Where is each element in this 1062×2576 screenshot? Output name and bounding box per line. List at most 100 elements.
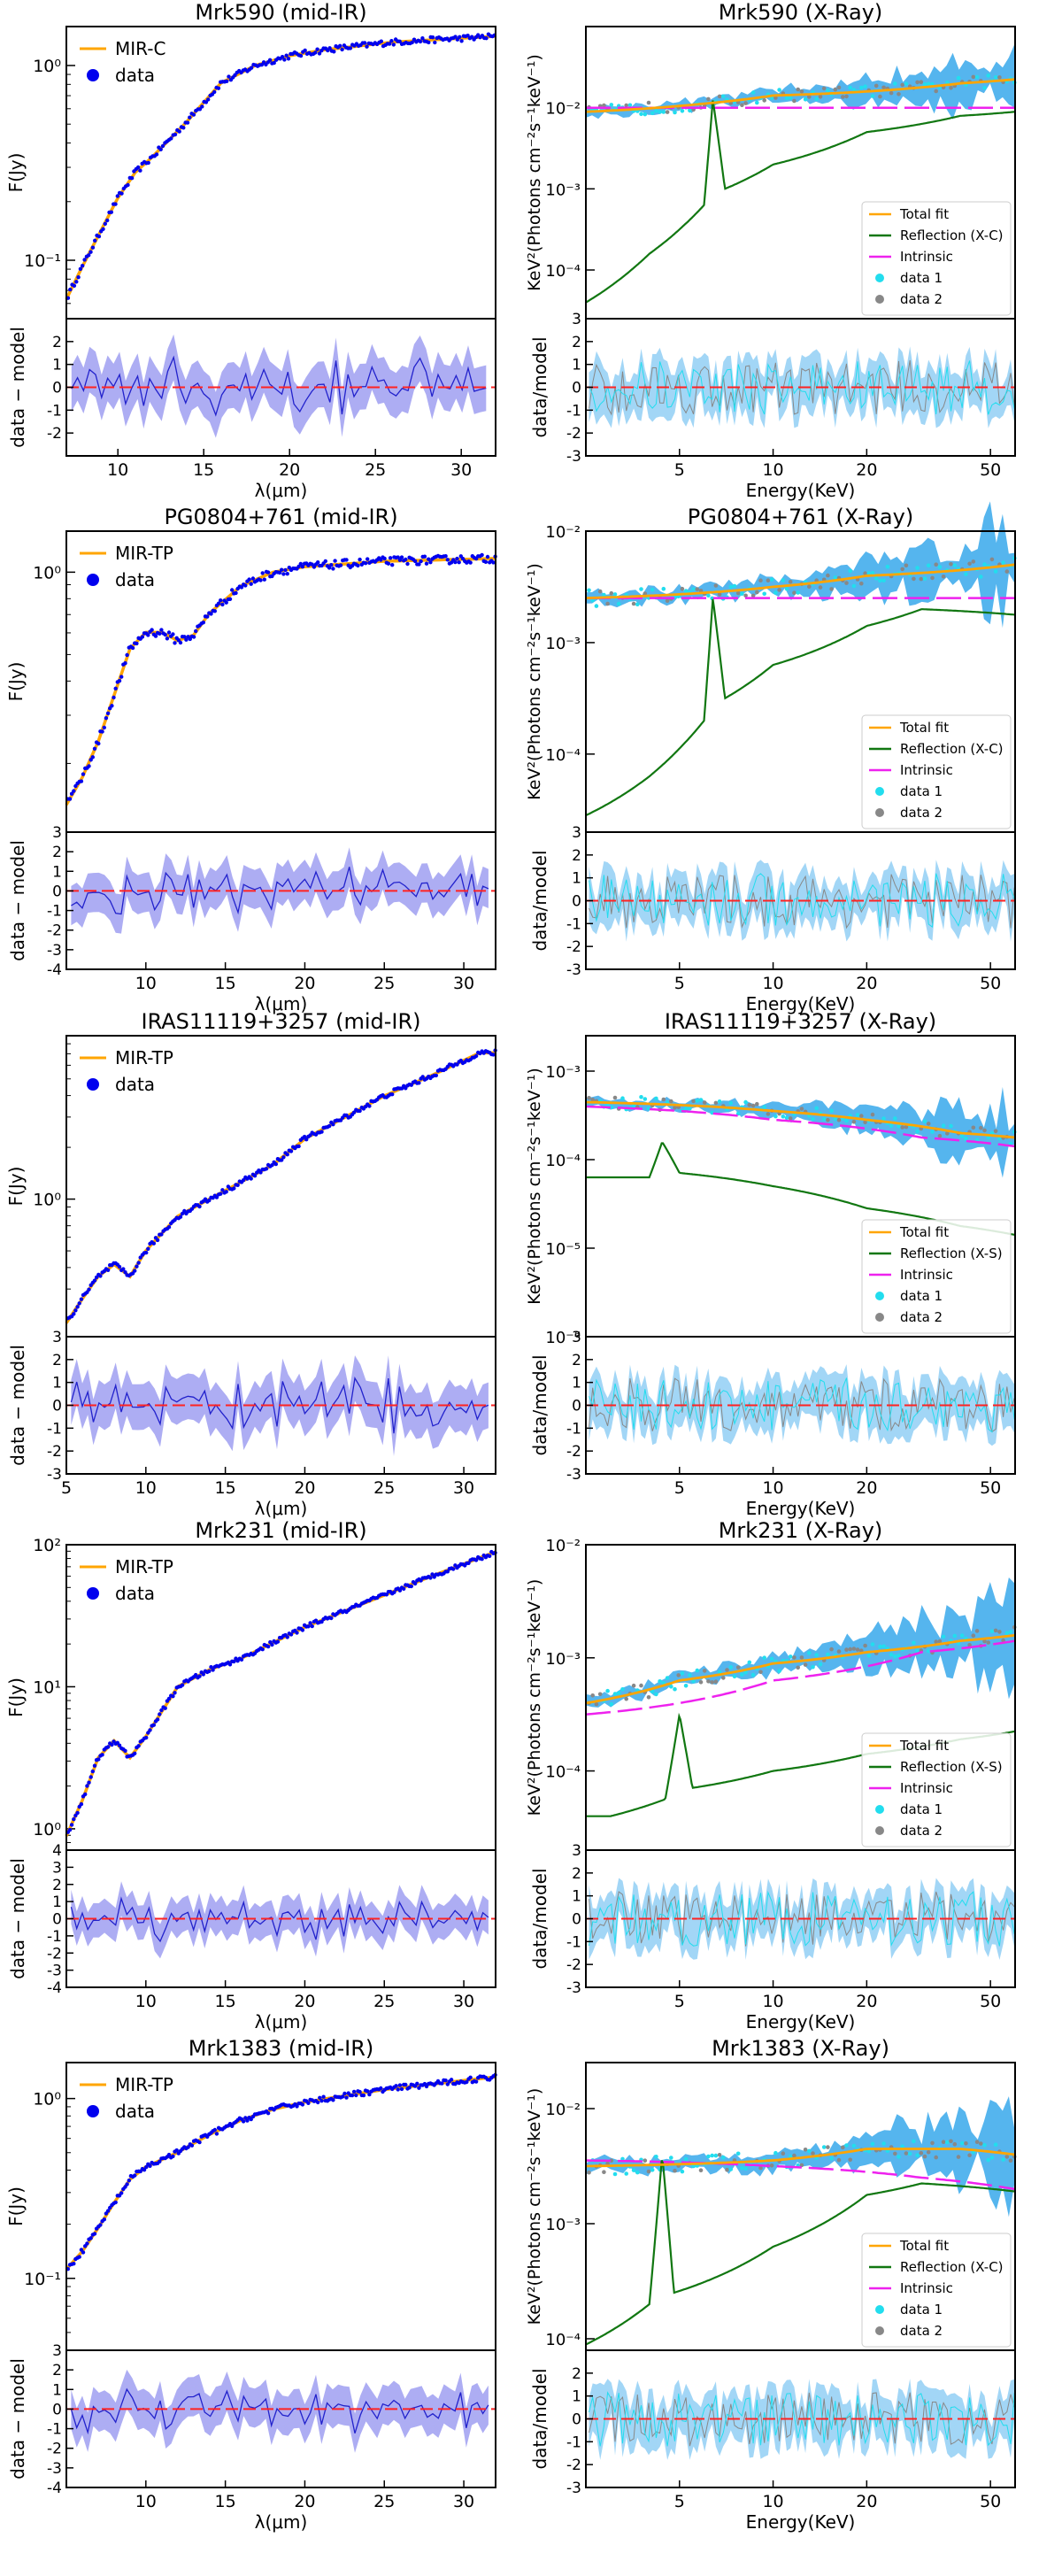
data-point <box>68 287 73 292</box>
data-point <box>327 1123 332 1129</box>
res-y-tick-label: -2 <box>47 2441 62 2458</box>
data-1-point <box>814 96 819 101</box>
data-point <box>455 556 459 561</box>
data-point <box>363 561 368 566</box>
data-1-point <box>728 1665 734 1670</box>
data-2-point <box>897 92 901 96</box>
data-point <box>428 560 433 565</box>
data-1-point <box>926 563 931 568</box>
data-1-point <box>609 103 614 107</box>
data-point <box>316 560 320 565</box>
data-1-point <box>777 1669 781 1673</box>
data-2-point <box>967 1643 972 1647</box>
data-2-point <box>934 2155 938 2160</box>
data-point <box>232 1186 236 1191</box>
data-point <box>260 1647 265 1652</box>
data-point <box>227 74 231 79</box>
data-2-point <box>952 2141 958 2147</box>
data-point <box>101 227 105 231</box>
y-tick-label: 10⁻⁵ <box>545 1240 581 1259</box>
data-point <box>285 572 289 576</box>
data-point <box>110 704 114 708</box>
data-1-point <box>695 1668 700 1673</box>
data-point <box>79 1801 84 1807</box>
data-point <box>491 560 496 565</box>
data-point <box>445 558 450 562</box>
legend-reflection-label: Reflection (X-S) <box>900 1759 1003 1775</box>
data-point <box>310 1623 314 1629</box>
data-point <box>405 561 410 567</box>
data-point <box>308 1621 312 1625</box>
data-point <box>245 2118 250 2123</box>
data-1-point <box>878 1644 882 1649</box>
res-y-axis-label: data/model <box>529 1868 550 1969</box>
res-y-tick-label: -1 <box>566 2433 581 2451</box>
data-2-point <box>922 2154 927 2159</box>
data-1-point <box>747 1660 752 1665</box>
x-tick-label: 10 <box>135 1992 157 2011</box>
res-y-tick-label: 1 <box>52 863 62 881</box>
data-2-point <box>597 1692 603 1697</box>
data-point <box>67 1827 73 1832</box>
data-1-point <box>807 2148 812 2154</box>
data-1-point <box>658 1679 662 1684</box>
legend-box <box>861 714 1012 829</box>
data-2-point <box>702 1100 707 1105</box>
data-1-point <box>881 1116 886 1121</box>
data-1-point <box>762 591 766 597</box>
data-point <box>227 1662 233 1667</box>
legend-model-label: MIR-TP <box>115 1556 173 1577</box>
data-point <box>338 563 343 567</box>
data-2-point <box>721 1676 726 1680</box>
data-2-point <box>993 1628 998 1633</box>
panel-title: IRAS11119+3257 (mid-IR) <box>141 1009 420 1034</box>
data-2-point <box>612 1095 618 1100</box>
data-2-point <box>799 89 804 94</box>
data-point <box>178 1215 183 1219</box>
data-2-point <box>926 2149 931 2155</box>
data-2-point <box>989 557 995 562</box>
data-point <box>387 42 392 46</box>
data-2-point <box>941 575 946 579</box>
data-point <box>407 2086 412 2090</box>
residual-data1-line <box>589 1377 1015 1433</box>
data-1-point <box>654 1692 658 1697</box>
data-2-point <box>971 74 976 80</box>
data-point <box>327 46 332 50</box>
data-1-point <box>691 587 696 591</box>
y-axis-label: KeV²(Photons cm⁻²s⁻¹keV⁻¹) <box>525 563 544 800</box>
x-tick-label: 15 <box>215 1478 236 1498</box>
data-point <box>69 791 74 796</box>
data-1-point <box>1008 1630 1013 1634</box>
data-point <box>280 54 285 59</box>
residual-data2-line <box>589 2392 1015 2447</box>
legend-box <box>861 1219 1012 1334</box>
data-point <box>295 2104 299 2109</box>
data-1-point <box>680 109 685 113</box>
x-tick-label: 30 <box>453 2492 474 2511</box>
data-point <box>197 107 203 112</box>
data-point <box>365 44 369 49</box>
data-2-point <box>807 584 812 589</box>
data-2-point <box>590 1098 595 1102</box>
data-point <box>166 1696 172 1701</box>
data-point <box>214 1195 219 1199</box>
data-1-point <box>851 2143 857 2148</box>
data-1-point <box>881 1644 886 1649</box>
data-1-point <box>773 590 778 595</box>
x-tick-label: 20 <box>294 2492 315 2511</box>
res-y-tick-label: -3 <box>47 1466 62 1484</box>
data-2-point <box>710 1680 714 1685</box>
data-2-point <box>900 82 904 88</box>
total-fit-line <box>585 563 1016 599</box>
data-1-point <box>587 588 591 593</box>
data-point <box>483 559 489 564</box>
data-point <box>74 280 79 284</box>
x-tick-label: 20 <box>279 460 300 480</box>
data-point <box>135 641 139 646</box>
data-1-point <box>851 88 857 92</box>
data-1-point <box>680 2169 685 2174</box>
x-axis-label: Energy(KeV) <box>746 993 856 1014</box>
data-point <box>285 1635 289 1639</box>
data-point <box>186 2145 190 2149</box>
